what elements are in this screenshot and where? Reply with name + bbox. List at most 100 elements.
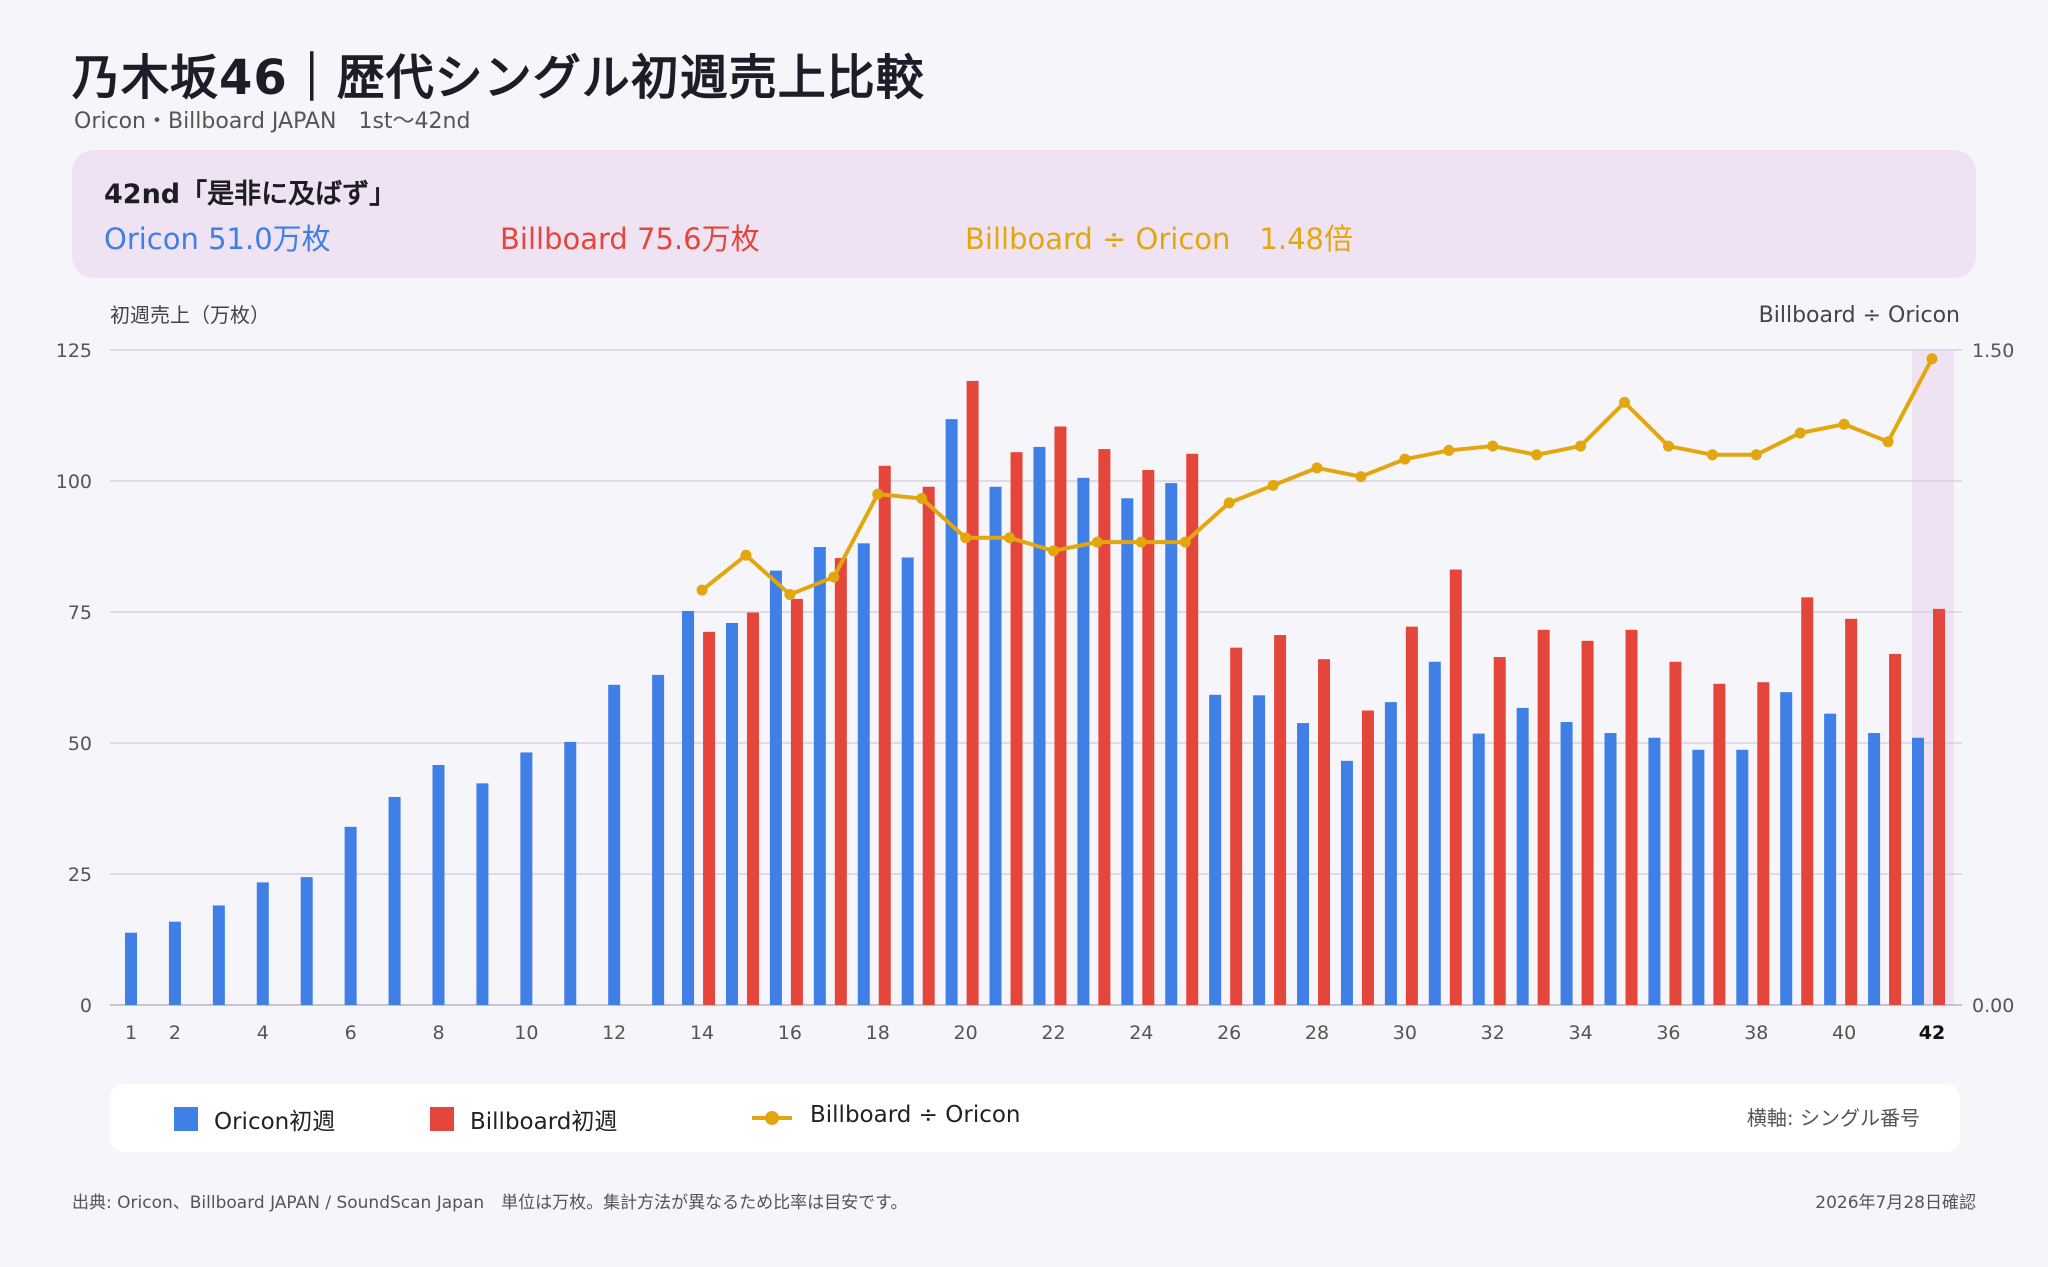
oricon-bar (520, 752, 533, 1005)
ratio-point (1004, 532, 1016, 544)
y-tick-label: 100 (56, 471, 92, 493)
oricon-bar (1297, 723, 1310, 1005)
ratio-point (1091, 536, 1103, 548)
oricon-bar (1868, 733, 1881, 1005)
oricon-bar (901, 557, 914, 1005)
billboard-bar (1318, 659, 1331, 1005)
billboard-bar (1361, 710, 1374, 1005)
ratio-point (872, 488, 884, 500)
x-tick-label: 22 (1041, 1022, 1065, 1044)
sales-chart: 初週売上（万枚） Billboard ÷ Oricon 0 25 50 75 100 125 0… (56, 303, 2015, 1044)
x-tick-label: 12 (602, 1022, 626, 1044)
summary-heading: 42nd「是非に及ばず」 (104, 179, 397, 210)
ratio-point (1750, 449, 1762, 461)
ratio-point (1838, 418, 1850, 430)
ratio-point (1047, 545, 1059, 557)
oricon-bar (1648, 737, 1661, 1005)
x-tick-label: 14 (690, 1022, 714, 1044)
summary-panel: 42nd「是非に及ばず」 Oricon 51.0万枚 Billboard 75.… (72, 150, 1976, 278)
oricon-bar (857, 543, 870, 1005)
ratio-point (1619, 396, 1631, 408)
x-tick-label: 6 (345, 1022, 357, 1044)
ratio-point (1355, 471, 1367, 483)
ratio-point (740, 549, 752, 561)
confirmed-date: 2026年7月28日確認 (1815, 1193, 1976, 1213)
y-tick-label: 0 (80, 995, 92, 1017)
ratio-point (1794, 427, 1806, 439)
billboard-bar (1801, 597, 1814, 1005)
legend-oricon-label: Oricon初週 (214, 1109, 336, 1135)
summary-oricon-value: Oricon 51.0万枚 (104, 222, 331, 256)
oricon-bar (1165, 483, 1178, 1005)
oricon-bar (1736, 749, 1749, 1005)
ratio-point (1662, 440, 1674, 452)
summary-ratio-value: Billboard ÷ Oricon 1.48倍 (965, 222, 1353, 256)
billboard-bar (1493, 657, 1506, 1005)
y2-tick-label: 1.50 (1972, 340, 2014, 362)
billboard-bar (966, 380, 979, 1005)
billboard-bar (1757, 682, 1770, 1005)
oricon-bar (1209, 694, 1222, 1005)
oricon-bar (300, 877, 313, 1005)
billboard-bar (1230, 647, 1243, 1005)
x-tick-label: 28 (1305, 1022, 1329, 1044)
billboard-bar (1845, 618, 1858, 1005)
oricon-bar (125, 932, 137, 1005)
chart-legend: Oricon初週 Billboard初週 Billboard ÷ Oricon … (110, 1084, 1960, 1152)
x-tick-label: 8 (432, 1022, 444, 1044)
billboard-bar (1713, 683, 1726, 1005)
oricon-bar (476, 783, 489, 1005)
oricon-bar (1472, 733, 1485, 1005)
x-tick-label: 1 (125, 1022, 137, 1044)
x-tick-label: 36 (1656, 1022, 1680, 1044)
billboard-bar (1142, 469, 1155, 1006)
billboard-bar (1274, 635, 1287, 1005)
oricon-bar (945, 419, 958, 1006)
billboard-bar (922, 486, 935, 1005)
oricon-bar (344, 826, 357, 1005)
x-tick-label: 2 (169, 1022, 181, 1044)
billboard-bar (703, 631, 716, 1005)
ratio-point (1487, 440, 1499, 452)
oricon-bar (1780, 692, 1793, 1005)
legend-ratio-label: Billboard ÷ Oricon (810, 1102, 1021, 1128)
oricon-bar (564, 741, 577, 1005)
billboard-bar (1186, 453, 1199, 1005)
y-tick-label: 125 (56, 340, 92, 362)
x-tick-label: 24 (1129, 1022, 1153, 1044)
x-tick-label: 34 (1568, 1022, 1592, 1044)
ratio-point (1575, 440, 1587, 452)
ratio-point (1311, 462, 1323, 474)
billboard-bar (1537, 629, 1550, 1005)
legend-oricon-swatch (174, 1107, 198, 1131)
oricon-bar (1560, 722, 1573, 1005)
y2-tick-label: 0.00 (1972, 995, 2014, 1017)
legend-billboard-label: Billboard初週 (470, 1109, 618, 1135)
x-tick-label: 32 (1481, 1022, 1505, 1044)
ratio-point (1706, 449, 1718, 461)
ratio-point (1443, 444, 1455, 456)
ratio-point (1267, 479, 1279, 491)
oricon-bar (769, 570, 782, 1005)
billboard-bar (1933, 608, 1945, 1005)
x-tick-label: 38 (1744, 1022, 1768, 1044)
billboard-bar (746, 612, 759, 1005)
ratio-point (916, 492, 928, 504)
oricon-bar (608, 684, 621, 1005)
page-subtitle: Oricon・Billboard JAPAN 1st〜42nd (74, 109, 471, 134)
billboard-bar (1581, 640, 1594, 1005)
ratio-point (1882, 436, 1894, 448)
oricon-bar (1384, 702, 1397, 1005)
ratio-point (784, 589, 796, 601)
oricon-bar (1516, 707, 1529, 1005)
legend-ratio-swatch (752, 1111, 792, 1125)
ratio-point (1531, 449, 1543, 461)
oricon-bar (432, 765, 445, 1005)
ratio-point (1223, 497, 1235, 509)
ratio-point (696, 584, 708, 596)
oricon-bar (1340, 760, 1353, 1005)
oricon-bar (813, 547, 826, 1005)
oricon-bar (1033, 446, 1046, 1005)
y2-axis-label: Billboard ÷ Oricon (1759, 303, 1960, 328)
billboard-bar (1449, 569, 1462, 1005)
